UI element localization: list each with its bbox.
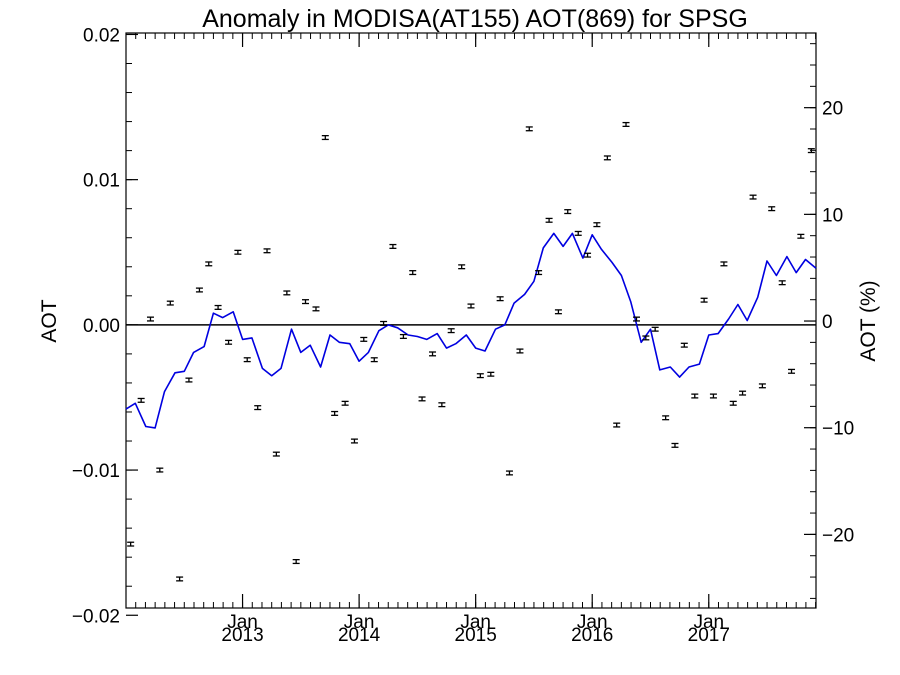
data-point [225,339,233,345]
data-point [788,368,796,374]
data-point [447,328,455,334]
y-tick-label-right: 10 [822,205,843,226]
data-point [633,316,641,322]
data-point [458,264,466,270]
data-point [429,351,437,357]
data-point [807,148,815,154]
data-point [545,217,553,223]
data-point [671,442,679,448]
data-point [176,576,184,582]
data-point [254,405,262,411]
data-point [691,393,699,399]
data-point [642,335,650,341]
data-point [593,222,601,228]
y-tick-label-right: 20 [822,99,843,120]
data-point [720,261,728,267]
data-point [301,299,309,305]
data-point [331,410,339,416]
data-point [574,230,582,236]
data-point [156,467,164,473]
data-point [739,390,747,396]
data-point [797,233,805,239]
data-point [409,270,417,276]
data-point [214,304,222,310]
data-point [312,306,320,312]
data-point [205,261,213,267]
x-tick-label-month: Jan [693,612,724,633]
x-tick-label-month: Jan [227,612,258,633]
y-axis-label-left: AOT [38,299,61,342]
data-point [554,309,562,315]
data-point [768,206,776,212]
data-point [496,296,504,302]
x-tick-label-month: Jan [460,612,491,633]
data-point [651,326,659,332]
x-tick-label-month: Jan [344,612,375,633]
data-point [438,402,446,408]
data-point [535,270,543,276]
data-point [749,194,757,200]
y-tick-label-left: 0.02 [83,25,120,46]
x-tick-label-month: Jan [577,612,608,633]
data-point [700,297,708,303]
x-tick-label-year: 2016 [571,625,613,646]
x-tick-label-year: 2015 [455,625,497,646]
data-point [292,558,300,565]
y-tick-label-right: −10 [822,419,854,440]
data-point [321,135,329,141]
data-point [399,333,407,340]
data-point [380,320,388,326]
x-tick-label-year: 2013 [221,625,263,646]
data-point [709,393,717,399]
y-tick-label-right: 0 [822,312,833,333]
data-point [476,373,484,379]
data-point [283,290,291,296]
y-tick-label-left: −0.01 [72,461,120,482]
data-point [272,451,280,457]
data-point [137,397,145,403]
data-point [341,400,349,406]
data-point [603,155,611,161]
y-tick-label-left: 0.01 [83,171,120,192]
data-point [389,243,397,249]
data-point [263,248,271,254]
data-point [564,209,572,215]
data-point [778,280,786,286]
data-point [680,342,688,348]
chart-title: Anomaly in MODISA(AT155) AOT(869) for SP… [202,5,748,33]
data-point [418,396,426,402]
data-point [662,415,670,421]
data-point [195,287,203,293]
y-tick-label-left: 0.00 [83,316,120,337]
data-point [166,300,174,306]
data-point [613,422,621,428]
data-point [516,348,524,354]
x-tick-label-year: 2014 [338,625,381,646]
data-point [505,470,513,476]
y-tick-label-right: −20 [822,525,854,546]
plot-frame [125,32,817,609]
data-point [467,303,475,309]
data-point [243,357,251,363]
data-point [487,371,495,377]
y-axis-label-right: AOT (%) [857,280,880,361]
data-point [127,541,135,547]
running-mean-line [125,232,817,429]
data-point [234,249,242,255]
data-point [370,357,378,363]
data-point [185,377,193,383]
y-tick-label-left: −0.02 [72,606,120,627]
data-point [584,252,592,258]
data-point [758,383,766,389]
data-point [525,126,533,132]
data-point [146,316,154,322]
data-point [729,400,737,406]
data-point [350,438,358,444]
x-tick-label-year: 2017 [688,625,730,646]
data-point [622,121,630,128]
data-point [360,336,368,342]
